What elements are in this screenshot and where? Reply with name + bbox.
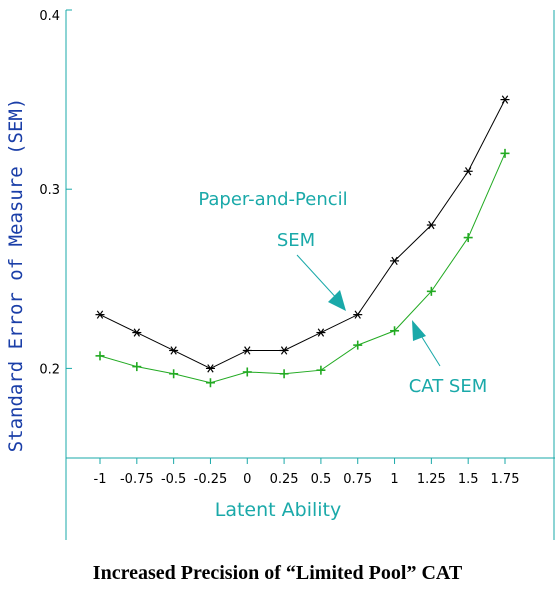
asterisk-marker <box>132 328 142 337</box>
asterisk-marker <box>95 310 105 319</box>
plus-marker <box>169 369 179 379</box>
x-axis-label: Latent Ability <box>215 499 342 521</box>
plus-marker <box>132 362 142 372</box>
x-tick-label: 0.25 <box>270 472 299 487</box>
x-tick-label: -1 <box>94 472 107 487</box>
series-line <box>99 99 506 369</box>
asterisk-marker <box>242 346 252 355</box>
annotations: Paper-and-Pencil SEM CAT SEM <box>198 189 487 397</box>
asterisk-marker <box>426 220 436 230</box>
x-tick-label: -0.75 <box>120 472 154 487</box>
y-tick-label: 0.4 <box>39 9 60 24</box>
y-axis-label: Standard Error of Measure (SEM) <box>5 98 27 453</box>
plus-marker <box>242 367 252 377</box>
asterisk-marker <box>205 364 215 373</box>
asterisk-marker <box>279 346 289 355</box>
asterisk-marker <box>500 95 510 104</box>
x-tick-label: 0.75 <box>343 472 372 487</box>
x-tick-label: 1.25 <box>417 472 446 487</box>
x-tick-label: 1.5 <box>458 472 479 487</box>
annotation-cat-sem-label: CAT SEM <box>409 376 488 397</box>
plus-marker <box>500 148 510 158</box>
x-tick-label: 0.5 <box>311 472 332 487</box>
x-tick-label: 1 <box>390 472 398 487</box>
asterisk-marker <box>169 346 179 355</box>
plus-marker <box>279 369 289 379</box>
x-tick-label: 1.75 <box>491 472 520 487</box>
x-tick-label: -0.25 <box>194 472 228 487</box>
axes <box>65 10 555 540</box>
y-tick-label: 0.2 <box>39 362 60 377</box>
ticks: 0.2 0.3 0.4 -1 -0.75 -0.5 -0.25 0 0.25 0.5 0.75 1 1.… <box>39 9 519 487</box>
plus-marker <box>426 286 436 296</box>
series-paper-pencil <box>95 95 510 373</box>
x-tick-label: 0 <box>243 472 251 487</box>
asterisk-marker <box>463 167 473 176</box>
annotation-paper-pencil-label: Paper-and-Pencil <box>198 189 347 210</box>
plus-marker <box>316 365 326 375</box>
series-layer <box>95 95 510 388</box>
annotation-arrow-cat <box>412 320 441 367</box>
asterisk-marker <box>316 328 326 337</box>
plus-marker <box>353 340 363 350</box>
plus-marker <box>390 326 400 336</box>
x-tick-label: -0.5 <box>161 472 186 487</box>
plus-marker <box>95 351 105 361</box>
annotation-sem-label: SEM <box>277 230 315 251</box>
series-cat <box>95 148 510 388</box>
asterisk-marker <box>353 310 363 319</box>
asterisk-marker <box>390 256 400 266</box>
figure-caption: Increased Precision of “Limited Pool” CA… <box>92 562 463 584</box>
series-line <box>99 153 506 384</box>
plus-marker <box>205 378 215 388</box>
chart: 0.2 0.3 0.4 -1 -0.75 -0.5 -0.25 0 0.25 0.5 0.75 1 1.… <box>5 9 555 540</box>
annotation-arrow-paper-pencil <box>296 254 346 311</box>
plus-marker <box>463 233 473 243</box>
y-tick-label: 0.3 <box>39 183 60 198</box>
